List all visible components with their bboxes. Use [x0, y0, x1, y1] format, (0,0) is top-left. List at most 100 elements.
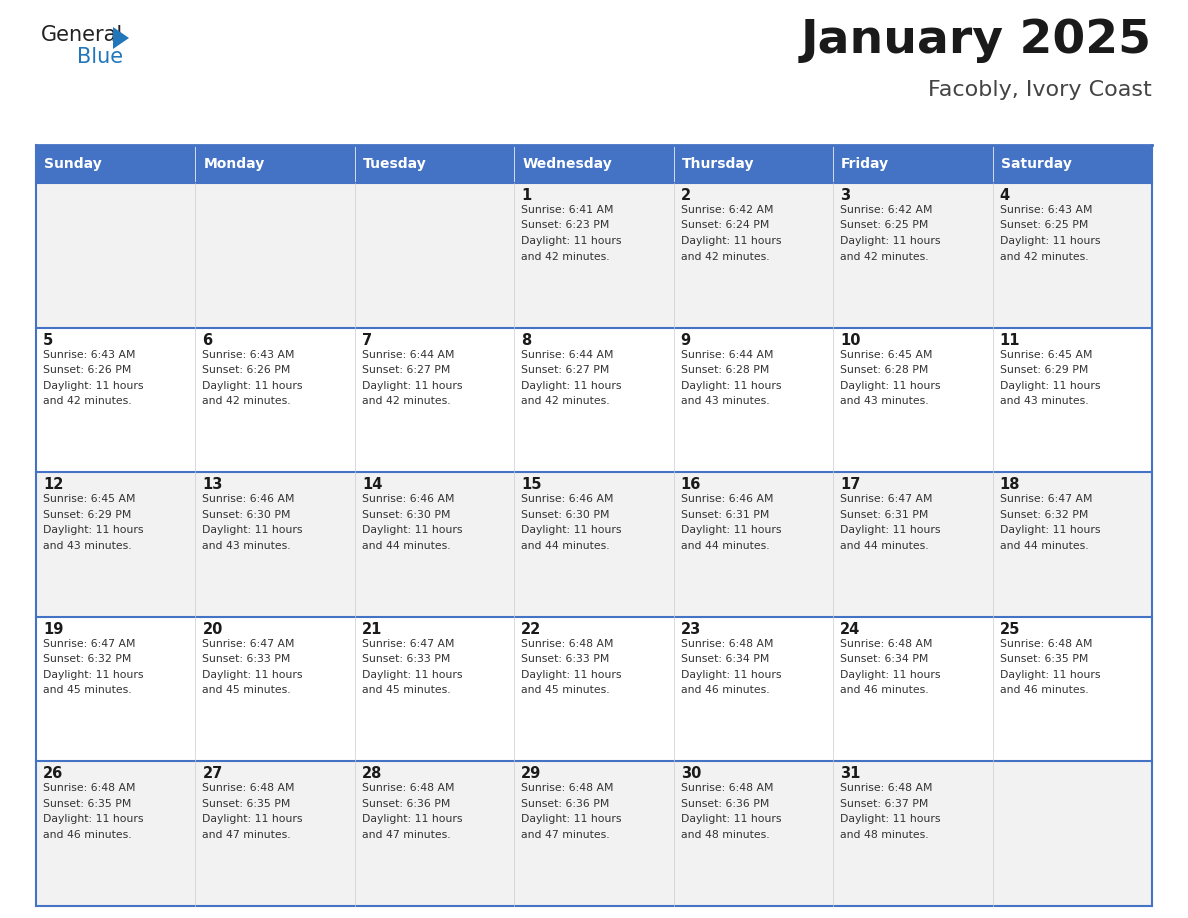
Text: Daylight: 11 hours: Daylight: 11 hours	[522, 525, 621, 535]
Text: Sunrise: 6:47 AM: Sunrise: 6:47 AM	[362, 639, 454, 649]
Bar	[36, 617, 196, 761]
Text: Daylight: 11 hours: Daylight: 11 hours	[362, 670, 462, 680]
Text: Daylight: 11 hours: Daylight: 11 hours	[999, 525, 1100, 535]
Bar	[514, 472, 674, 617]
Text: and 44 minutes.: and 44 minutes.	[522, 541, 609, 551]
Text: 13: 13	[202, 477, 223, 492]
Text: 14: 14	[362, 477, 383, 492]
Text: Sunset: 6:36 PM: Sunset: 6:36 PM	[362, 799, 450, 809]
Text: Sunset: 6:30 PM: Sunset: 6:30 PM	[362, 509, 450, 520]
Text: and 47 minutes.: and 47 minutes.	[202, 830, 291, 840]
Text: and 42 minutes.: and 42 minutes.	[681, 252, 770, 262]
Text: Sunrise: 6:41 AM: Sunrise: 6:41 AM	[522, 205, 614, 215]
Text: 3: 3	[840, 188, 851, 203]
Text: Sunset: 6:29 PM: Sunset: 6:29 PM	[43, 509, 132, 520]
Text: and 42 minutes.: and 42 minutes.	[362, 396, 450, 406]
Text: 25: 25	[999, 621, 1020, 637]
Bar	[196, 617, 355, 761]
Text: General: General	[42, 25, 124, 45]
Bar	[833, 472, 992, 617]
Text: and 46 minutes.: and 46 minutes.	[840, 686, 929, 695]
Bar	[674, 328, 833, 472]
Text: and 43 minutes.: and 43 minutes.	[43, 541, 132, 551]
Text: Daylight: 11 hours: Daylight: 11 hours	[43, 525, 144, 535]
Text: Sunset: 6:36 PM: Sunset: 6:36 PM	[681, 799, 769, 809]
Text: Sunset: 6:37 PM: Sunset: 6:37 PM	[840, 799, 929, 809]
Text: 4: 4	[999, 188, 1010, 203]
Text: 17: 17	[840, 477, 860, 492]
Text: 9: 9	[681, 332, 691, 348]
Text: Facobly, Ivory Coast: Facobly, Ivory Coast	[928, 80, 1152, 100]
Text: Daylight: 11 hours: Daylight: 11 hours	[999, 670, 1100, 680]
Text: Sunrise: 6:48 AM: Sunrise: 6:48 AM	[999, 639, 1092, 649]
Text: 23: 23	[681, 621, 701, 637]
Text: Sunrise: 6:48 AM: Sunrise: 6:48 AM	[362, 783, 454, 793]
Text: Sunrise: 6:48 AM: Sunrise: 6:48 AM	[681, 639, 773, 649]
Text: Sunrise: 6:43 AM: Sunrise: 6:43 AM	[43, 350, 135, 360]
Text: Sunset: 6:34 PM: Sunset: 6:34 PM	[681, 655, 769, 665]
Text: Sunrise: 6:45 AM: Sunrise: 6:45 AM	[43, 494, 135, 504]
Text: Sunrise: 6:43 AM: Sunrise: 6:43 AM	[999, 205, 1092, 215]
Bar	[514, 761, 674, 906]
Text: 20: 20	[202, 621, 223, 637]
Bar	[514, 617, 674, 761]
Text: Sunset: 6:30 PM: Sunset: 6:30 PM	[522, 509, 609, 520]
Bar	[992, 761, 1152, 906]
Text: 28: 28	[362, 767, 383, 781]
Text: Daylight: 11 hours: Daylight: 11 hours	[840, 525, 941, 535]
Text: and 43 minutes.: and 43 minutes.	[840, 396, 929, 406]
Text: Daylight: 11 hours: Daylight: 11 hours	[522, 381, 621, 390]
Text: Sunday: Sunday	[44, 157, 102, 171]
Text: 26: 26	[43, 767, 63, 781]
Text: Sunset: 6:31 PM: Sunset: 6:31 PM	[840, 509, 929, 520]
Text: Sunrise: 6:44 AM: Sunrise: 6:44 AM	[681, 350, 773, 360]
Text: 7: 7	[362, 332, 372, 348]
Bar	[514, 183, 674, 328]
Text: Sunrise: 6:46 AM: Sunrise: 6:46 AM	[681, 494, 773, 504]
Text: Sunrise: 6:47 AM: Sunrise: 6:47 AM	[43, 639, 135, 649]
Text: 8: 8	[522, 332, 531, 348]
Text: Daylight: 11 hours: Daylight: 11 hours	[681, 814, 782, 824]
Text: Sunset: 6:35 PM: Sunset: 6:35 PM	[999, 655, 1088, 665]
Bar	[355, 472, 514, 617]
Text: Daylight: 11 hours: Daylight: 11 hours	[840, 381, 941, 390]
Text: Daylight: 11 hours: Daylight: 11 hours	[681, 236, 782, 246]
Text: Sunrise: 6:45 AM: Sunrise: 6:45 AM	[840, 350, 933, 360]
Text: Sunrise: 6:44 AM: Sunrise: 6:44 AM	[522, 350, 614, 360]
Bar	[674, 472, 833, 617]
Text: Sunset: 6:36 PM: Sunset: 6:36 PM	[522, 799, 609, 809]
Text: Daylight: 11 hours: Daylight: 11 hours	[522, 670, 621, 680]
Text: and 48 minutes.: and 48 minutes.	[840, 830, 929, 840]
Text: 6: 6	[202, 332, 213, 348]
Bar	[196, 761, 355, 906]
Bar	[833, 761, 992, 906]
Text: Sunrise: 6:47 AM: Sunrise: 6:47 AM	[999, 494, 1092, 504]
Text: and 44 minutes.: and 44 minutes.	[362, 541, 450, 551]
Text: and 42 minutes.: and 42 minutes.	[522, 396, 609, 406]
Text: Saturday: Saturday	[1000, 157, 1072, 171]
Text: Sunset: 6:26 PM: Sunset: 6:26 PM	[202, 365, 291, 375]
Text: 11: 11	[999, 332, 1020, 348]
Text: Sunset: 6:24 PM: Sunset: 6:24 PM	[681, 220, 769, 230]
Text: Daylight: 11 hours: Daylight: 11 hours	[43, 814, 144, 824]
Text: 2: 2	[681, 188, 691, 203]
Text: Sunrise: 6:46 AM: Sunrise: 6:46 AM	[362, 494, 454, 504]
Text: Sunset: 6:26 PM: Sunset: 6:26 PM	[43, 365, 132, 375]
Text: Daylight: 11 hours: Daylight: 11 hours	[202, 525, 303, 535]
Text: and 43 minutes.: and 43 minutes.	[202, 541, 291, 551]
Bar	[355, 761, 514, 906]
Text: and 47 minutes.: and 47 minutes.	[522, 830, 609, 840]
Text: Sunset: 6:28 PM: Sunset: 6:28 PM	[840, 365, 929, 375]
Text: Thursday: Thursday	[682, 157, 754, 171]
Text: 15: 15	[522, 477, 542, 492]
Bar	[36, 761, 196, 906]
Text: and 45 minutes.: and 45 minutes.	[522, 686, 609, 695]
Bar	[36, 183, 196, 328]
Bar	[36, 145, 196, 183]
Text: and 42 minutes.: and 42 minutes.	[202, 396, 291, 406]
Text: 1: 1	[522, 188, 531, 203]
Text: Sunrise: 6:43 AM: Sunrise: 6:43 AM	[202, 350, 295, 360]
Text: 30: 30	[681, 767, 701, 781]
Text: Sunset: 6:27 PM: Sunset: 6:27 PM	[522, 365, 609, 375]
Bar	[674, 145, 833, 183]
